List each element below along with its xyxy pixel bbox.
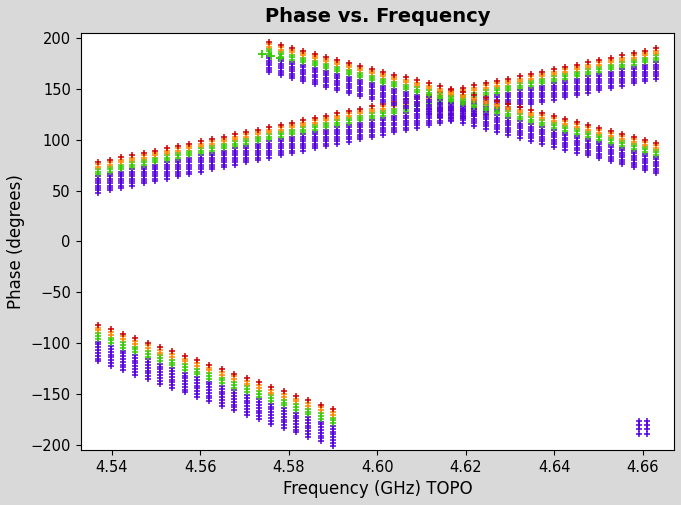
Title: Phase vs. Frequency: Phase vs. Frequency: [265, 7, 490, 26]
X-axis label: Frequency (GHz) TOPO: Frequency (GHz) TOPO: [283, 480, 472, 498]
Y-axis label: Phase (degrees): Phase (degrees): [7, 174, 25, 309]
